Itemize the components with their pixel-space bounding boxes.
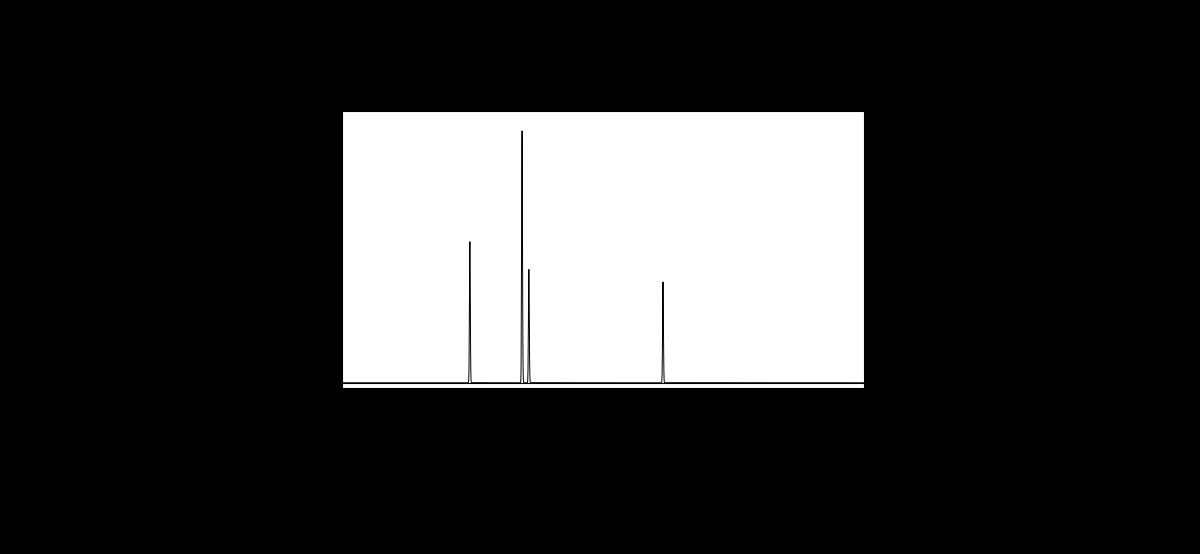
- Text: 2)  The molecule corresponding to the NMR spectrum shown most likely: 2) The molecule corresponding to the NMR…: [332, 30, 862, 45]
- Text: c.   Aldehyde: c. Aldehyde: [354, 470, 444, 484]
- Text: e.   Alcohol: e. Alcohol: [354, 528, 431, 542]
- Text: b.   Ether: b. Ether: [354, 442, 418, 455]
- X-axis label: ppm: ppm: [587, 416, 619, 430]
- Text: a.   Aromatic ring: a. Aromatic ring: [354, 413, 474, 427]
- Text: contains which of the following functional groups?: contains which of the following function…: [349, 64, 718, 79]
- Text: d.   Alkene: d. Alkene: [354, 499, 427, 513]
